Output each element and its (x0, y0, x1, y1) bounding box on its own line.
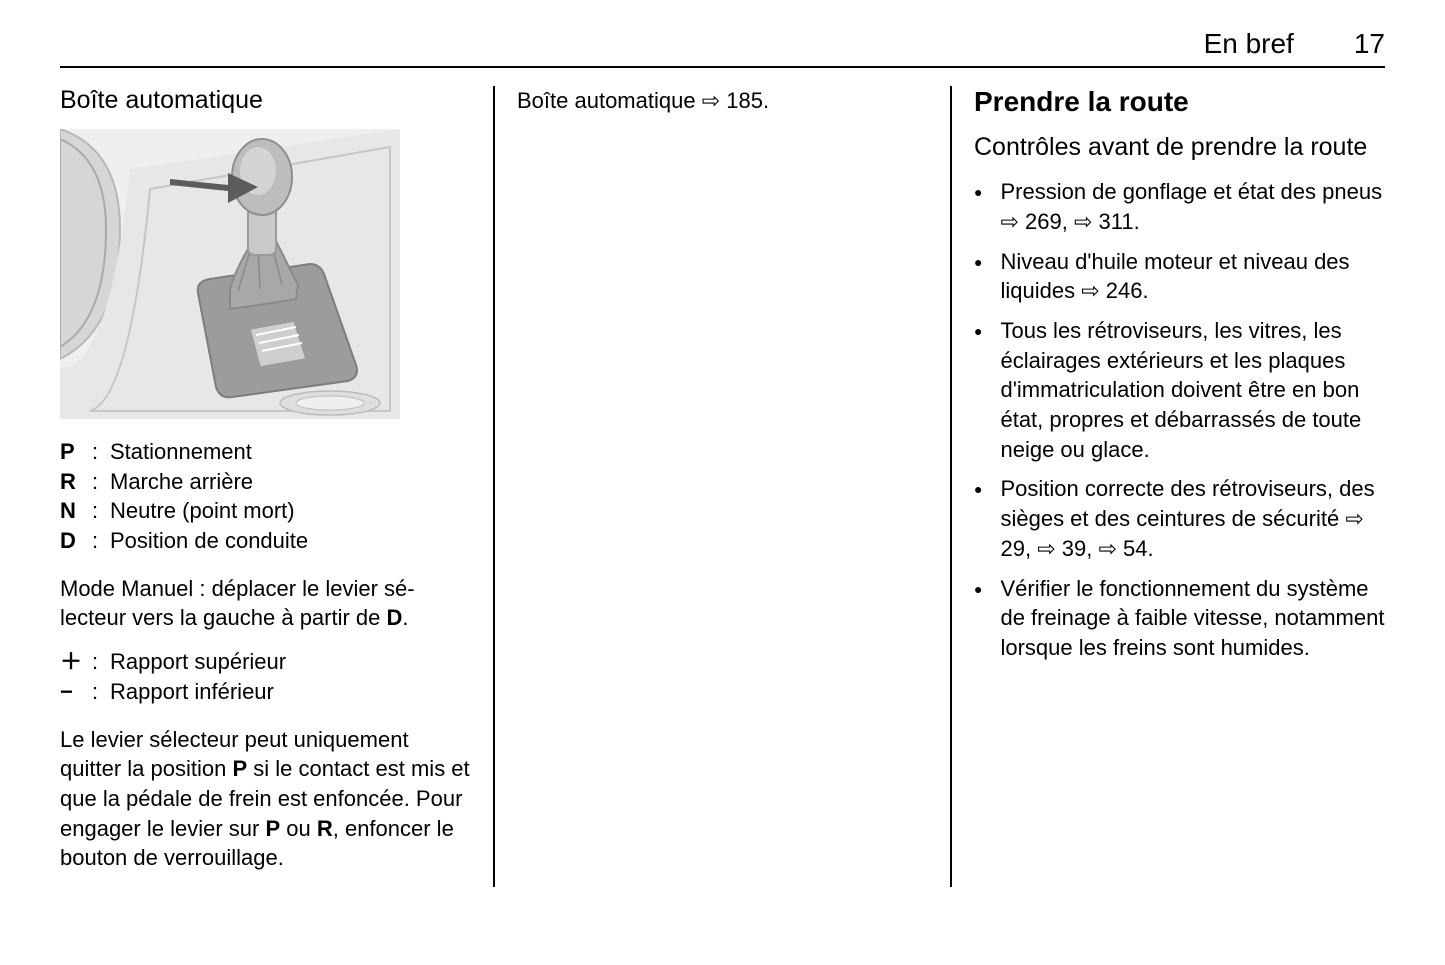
lever-note: Le levier sélecteur peut uniquement quit… (60, 725, 471, 873)
reference-icon: ⇨ (1074, 207, 1092, 237)
shift-list: ＋: Rapport supérieur−: Rapport inférieur (60, 647, 471, 706)
checklist-text: Position correcte des rétrovi­seurs, des… (1000, 474, 1385, 563)
gear-row: P: Stationnement (60, 437, 471, 467)
shift-key: − (60, 677, 84, 707)
shift-row: −: Rapport inférieur (60, 677, 471, 707)
shift-label: Rapport supérieur (110, 647, 471, 677)
gear-lever-illustration (60, 129, 400, 419)
gear-position-list: P: Stationnement R: Marche arrière N: Neutre … (60, 437, 471, 556)
reference-icon: ⇨ (1098, 534, 1116, 564)
shift-key: ＋ (60, 647, 84, 677)
bold-letter: R (317, 816, 333, 841)
gear-label: Marche arrière (110, 467, 471, 497)
checklist-item: Vérifier le fonctionnement du sys­tème d… (974, 574, 1385, 663)
checklist-item: Pression de gonflage et état des pneus ⇨… (974, 177, 1385, 236)
bold-letter: P (265, 816, 280, 841)
col3-heading: Prendre la route (974, 86, 1385, 118)
checklist-text: Pression de gonflage et état des pneus ⇨… (1000, 177, 1385, 236)
gear-row: N: Neutre (point mort) (60, 496, 471, 526)
checklist: Pression de gonflage et état des pneus ⇨… (974, 177, 1385, 662)
reference-icon: ⇨ (1081, 276, 1099, 306)
checklist-item: Tous les rétroviseurs, les vitres, les é… (974, 316, 1385, 464)
reference-icon: ⇨ (1000, 207, 1018, 237)
column-left: Boîte automatique (60, 86, 493, 887)
reference-icon: ⇨ (702, 86, 720, 116)
columns: Boîte automatique (60, 86, 1385, 887)
section-title: En bref (1204, 28, 1294, 60)
column-middle: Boîte automatique ⇨ 185. (495, 86, 950, 887)
shift-label: Rapport inférieur (110, 677, 471, 707)
gear-key: P (60, 437, 84, 467)
reference-icon: ⇨ (1037, 534, 1055, 564)
gear-label: Neutre (point mort) (110, 496, 471, 526)
shift-sep: : (92, 647, 102, 677)
gear-key: N (60, 496, 84, 526)
reference-icon: ⇨ (1345, 504, 1363, 534)
page-header: En bref 17 (60, 28, 1385, 68)
gear-label: Position de conduite (110, 526, 471, 556)
gear-label: Stationnement (110, 437, 471, 467)
gear-sep: : (92, 496, 102, 526)
col1-heading: Boîte automatique (60, 86, 471, 115)
col3-subheading: Contrôles avant de prendre la route (974, 132, 1385, 163)
page-number: 17 (1354, 28, 1385, 60)
checklist-text: Vérifier le fonctionnement du sys­tème d… (1000, 574, 1385, 663)
gear-sep: : (92, 467, 102, 497)
checklist-text: Niveau d'huile moteur et niveau des liqu… (1000, 247, 1385, 306)
bold-letter: D (387, 605, 403, 630)
page: En bref 17 Boîte automatique (0, 0, 1445, 965)
bold-letter: P (232, 756, 247, 781)
gear-sep: : (92, 526, 102, 556)
gear-row: R: Marche arrière (60, 467, 471, 497)
gear-key: R (60, 467, 84, 497)
checklist-item: Niveau d'huile moteur et niveau des liqu… (974, 247, 1385, 306)
gear-sep: : (92, 437, 102, 467)
column-right: Prendre la route Contrôles avant de pren… (952, 86, 1385, 887)
shift-row: ＋: Rapport supérieur (60, 647, 471, 677)
manual-mode-text: Mode Manuel : déplacer le levier sé­lect… (60, 574, 471, 633)
gear-lever-svg (60, 129, 400, 419)
gear-row: D: Position de conduite (60, 526, 471, 556)
col2-ref: Boîte automatique ⇨ 185. (517, 86, 928, 116)
checklist-item: Position correcte des rétrovi­seurs, des… (974, 474, 1385, 563)
checklist-text: Tous les rétroviseurs, les vitres, les é… (1000, 316, 1385, 464)
shift-sep: : (92, 677, 102, 707)
gear-key: D (60, 526, 84, 556)
